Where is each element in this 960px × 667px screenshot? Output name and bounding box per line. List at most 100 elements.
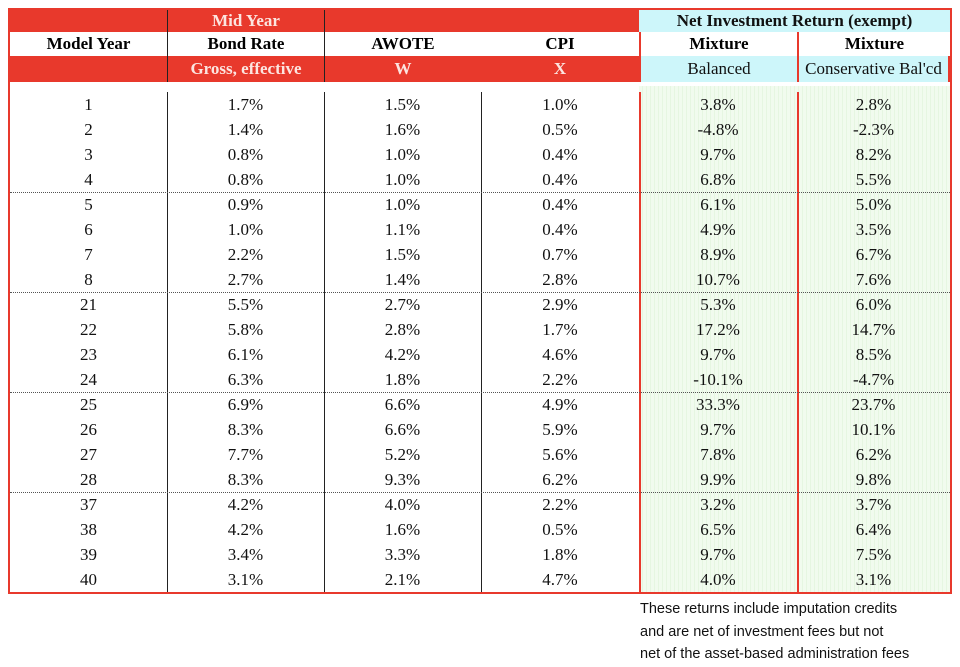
cell: 8.3% (227, 469, 264, 489)
cell: 3.3% (384, 544, 421, 564)
table-row: 26 8.3% 6.6% 5.9% 9.7% 10.1% (10, 417, 950, 442)
cell: 6.2% (542, 469, 578, 489)
cell: 5 (84, 194, 93, 214)
cell: -2.3% (852, 119, 895, 139)
table-row: 38 4.2% 1.6% 0.5% 6.5% 6.4% (10, 517, 950, 542)
bond-rate-sub: Gross, effective (167, 56, 324, 82)
balanced-sub: Balanced (639, 56, 797, 82)
cell: 0.8% (227, 169, 264, 189)
cell: 2.2% (542, 369, 578, 389)
cell: 0.4% (542, 219, 578, 239)
cell: 6.5% (700, 519, 736, 539)
cell: 6.7% (855, 244, 892, 264)
cell: 2.8% (384, 319, 421, 339)
cell: 1.0% (384, 169, 421, 189)
table-row: 8 2.7% 1.4% 2.8% 10.7% 7.6% (10, 267, 950, 292)
cell: 25 (80, 394, 97, 414)
cell: 33.3% (696, 394, 740, 414)
cell: 5.8% (227, 319, 264, 339)
cell: 6.1% (700, 194, 736, 214)
cell: 4.0% (700, 569, 736, 589)
table-row: 25 6.9% 6.6% 4.9% 33.3% 23.7% (10, 392, 950, 417)
cell: 22 (80, 319, 97, 339)
cell: 1.0% (227, 219, 264, 239)
cell: 2.9% (542, 294, 578, 314)
cell: 1.7% (227, 94, 264, 114)
cell: 2.2% (227, 244, 264, 264)
cell: 40 (80, 569, 97, 589)
cpi-sub: X (481, 56, 639, 82)
cell: 9.7% (700, 344, 736, 364)
cell: 4.9% (700, 219, 736, 239)
cell: 4.2% (384, 344, 421, 364)
cell: 4.0% (384, 494, 421, 514)
cell: 0.4% (542, 169, 578, 189)
cell: 1.4% (384, 269, 421, 289)
cell: 23.7% (851, 394, 896, 414)
cell: 6.9% (227, 394, 264, 414)
cell: 1.6% (384, 519, 421, 539)
cell: 9.9% (700, 469, 736, 489)
cell: 1.0% (384, 144, 421, 164)
cell: -10.1% (693, 369, 743, 389)
table-row: 5 0.9% 1.0% 0.4% 6.1% 5.0% (10, 192, 950, 217)
table-row: 27 7.7% 5.2% 5.6% 7.8% 6.2% (10, 442, 950, 467)
awote-sub: W (324, 56, 481, 82)
cell: -4.7% (852, 369, 895, 389)
cell: 3.1% (227, 569, 264, 589)
cell: 2.2% (542, 494, 578, 514)
mid-year-label: Mid Year (167, 10, 324, 32)
returns-table: Mid Year Net Investment Return (exempt) … (8, 8, 952, 594)
table-row: 22 5.8% 2.8% 1.7% 17.2% 14.7% (10, 317, 950, 342)
group-divider (10, 392, 950, 393)
cell: 5.9% (542, 419, 578, 439)
cell: 5.6% (542, 444, 578, 464)
cell: 6 (84, 219, 93, 239)
cell: 0.4% (542, 144, 578, 164)
cell: 39 (80, 544, 97, 564)
cell: 37 (80, 494, 97, 514)
cell: 6.0% (855, 294, 892, 314)
cell: 1.5% (384, 94, 421, 114)
group-divider (10, 292, 950, 293)
cell: 5.0% (855, 194, 892, 214)
cell: 6.3% (227, 369, 264, 389)
cell: 2.8% (855, 94, 892, 114)
table-row: 40 3.1% 2.1% 4.7% 4.0% 3.1% (10, 567, 950, 592)
cell: 9.7% (700, 544, 736, 564)
footnote: These returns include imputation credits… (640, 601, 910, 662)
cell: 3 (84, 144, 93, 164)
table-body: 1 1.7% 1.5% 1.0% 3.8% 2.8% 2 1.4% 1.6% 0.5% -4.8% -… (10, 86, 950, 592)
cell: 2.7% (384, 294, 421, 314)
cell: 1.7% (542, 319, 578, 339)
cell: 6.2% (855, 444, 892, 464)
cell: 0.8% (227, 144, 264, 164)
cell: 1.0% (384, 194, 421, 214)
net-investment-return-header: Net Investment Return (exempt) (639, 10, 950, 32)
cell: 3.8% (700, 94, 736, 114)
cell: 17.2% (696, 319, 740, 339)
table-row: 1 1.7% 1.5% 1.0% 3.8% 2.8% (10, 92, 950, 117)
table-row: 37 4.2% 4.0% 2.2% 3.2% 3.7% (10, 492, 950, 517)
cell: 2.1% (384, 569, 421, 589)
cell: 9.7% (700, 419, 736, 439)
cell: 14.7% (851, 319, 896, 339)
cell: 1.6% (384, 119, 421, 139)
cell: 3.4% (227, 544, 264, 564)
cell: 8.2% (855, 144, 892, 164)
cell: 2 (84, 119, 93, 139)
cell: 24 (80, 369, 97, 389)
cell: 5.5% (227, 294, 264, 314)
cell: 5.3% (700, 294, 736, 314)
col-bond-rate: Bond Rate (167, 32, 324, 56)
table-row: 39 3.4% 3.3% 1.8% 9.7% 7.5% (10, 542, 950, 567)
cell: 4.9% (542, 394, 578, 414)
cell: 8.5% (855, 344, 892, 364)
cell: 6.8% (700, 169, 736, 189)
cell: 28 (80, 469, 97, 489)
conservative-sub: Conservative Bal'cd (797, 56, 950, 82)
cell: 5.5% (855, 169, 892, 189)
cell: -4.8% (697, 119, 739, 139)
cell: 8.9% (700, 244, 736, 264)
cell: 6.6% (384, 394, 421, 414)
